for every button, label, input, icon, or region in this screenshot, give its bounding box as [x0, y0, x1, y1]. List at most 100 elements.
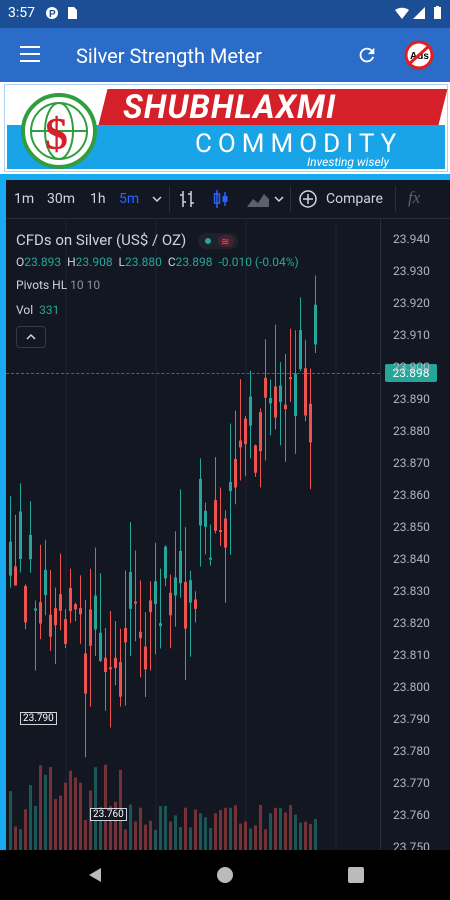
interval-30m[interactable]: 30m: [47, 191, 76, 207]
candle-body: [254, 445, 257, 473]
price-tick-label: 23.880: [393, 424, 430, 438]
status-bar: 3:57 P: [0, 0, 450, 28]
volume-bar: [34, 805, 37, 850]
volume-bar: [159, 806, 162, 850]
volume-bar: [144, 824, 147, 850]
candle-body: [169, 592, 172, 616]
candle-body: [269, 398, 272, 404]
candle-body: [64, 619, 67, 644]
candle-body: [129, 571, 132, 609]
volume-bar: [74, 777, 77, 850]
price-tick-label: 23.910: [393, 328, 430, 342]
volume-bar: [314, 818, 317, 850]
price-axis[interactable]: 23.898 23.940 23.930 23.920 23.910 23.900 23.…: [380, 218, 450, 850]
candle-body: [289, 377, 292, 380]
candle-chart-icon[interactable]: [212, 189, 230, 209]
volume-bar: [124, 829, 127, 850]
plus-circle-icon[interactable]: [298, 189, 318, 209]
candlestick-plot[interactable]: [6, 218, 380, 850]
back-icon[interactable]: [86, 866, 104, 884]
candle-body: [259, 412, 262, 452]
pivot-label-low-2: 23.760: [90, 808, 127, 821]
price-tick-label: 23.930: [393, 264, 430, 278]
volume-bar: [154, 829, 157, 850]
volume-bar: [254, 825, 257, 850]
pivots-label: Pivots HL: [16, 278, 68, 292]
candle-body: [84, 653, 87, 694]
chevron-down-icon[interactable]: [274, 194, 284, 204]
volume-bar: [229, 807, 232, 850]
candle-body: [244, 418, 247, 445]
cellular-icon: [413, 7, 425, 19]
candle-body: [159, 623, 162, 627]
volume-bar: [9, 791, 12, 850]
indicators-fx-button[interactable]: fx: [408, 188, 421, 207]
volume-bar: [199, 813, 202, 850]
candle-body: [224, 518, 227, 548]
chevron-down-icon[interactable]: [152, 194, 162, 204]
volume-indicator[interactable]: Vol 331: [16, 303, 59, 317]
volume-bar: [104, 764, 107, 850]
price-tick-label: 23.750: [393, 840, 430, 850]
interval-5m[interactable]: 5m: [119, 191, 140, 207]
volume-bar: [284, 812, 287, 850]
bar-chart-icon[interactable]: [178, 189, 196, 209]
pivots-indicator[interactable]: Pivots HL 10 10: [16, 278, 100, 292]
price-tick-label: 23.770: [393, 776, 430, 790]
collapse-legend-button[interactable]: [16, 326, 46, 348]
price-tick-label: 23.800: [393, 680, 430, 694]
app-title: Silver Strength Meter: [76, 44, 262, 68]
candle-body: [74, 604, 77, 610]
close-value: 23.898: [175, 255, 213, 269]
candle-body: [59, 594, 62, 611]
volume-bar: [134, 821, 137, 850]
candle-body: [79, 608, 82, 615]
volume-bar: [19, 829, 22, 850]
interval-1m[interactable]: 1m: [14, 191, 35, 207]
candle-body: [29, 534, 32, 560]
change-value: -0.010 (-0.04%): [218, 255, 299, 269]
ad-banner[interactable]: SHUBHLAXMI COMMODITY Investing wisely $: [0, 82, 450, 174]
price-tick-label: 23.830: [393, 584, 430, 598]
price-tick-label: 23.820: [393, 616, 430, 630]
recents-icon[interactable]: [347, 866, 365, 884]
compare-button[interactable]: Compare: [326, 191, 383, 207]
candle-body: [294, 373, 297, 417]
candle-body: [184, 581, 187, 629]
candle-body: [264, 377, 267, 398]
volume-bar: [249, 828, 252, 850]
home-icon[interactable]: [216, 866, 234, 884]
open-value: 23.893: [24, 255, 62, 269]
price-tick-label: 23.780: [393, 744, 430, 758]
market-status-icon[interactable]: ≋: [197, 233, 238, 250]
candle-body: [39, 602, 42, 624]
volume-bar: [274, 807, 277, 850]
refresh-icon[interactable]: [356, 44, 378, 66]
candle-body: [69, 587, 72, 612]
symbol-name: CFDs on Silver (US$ / OZ): [16, 231, 187, 249]
candle-body: [34, 608, 37, 611]
menu-icon[interactable]: [20, 46, 40, 62]
toolbar-divider: [290, 186, 291, 212]
volume-value: 331: [39, 303, 60, 317]
volume-bar: [289, 805, 292, 850]
volume-bar: [79, 782, 82, 850]
candle-body: [204, 510, 207, 527]
price-tick-label: 23.900: [393, 360, 430, 374]
volume-bar: [14, 826, 17, 850]
volume-bar: [49, 767, 52, 850]
wifi-icon: [395, 7, 409, 19]
ohlc-values: O23.893 H23.908 L23.880 C23.898 -0.010 (…: [16, 255, 299, 269]
symbol-title[interactable]: CFDs on Silver (US$ / OZ) ≋: [16, 231, 238, 250]
candle-body: [189, 580, 192, 603]
volume-bar: [279, 808, 282, 850]
candle-body: [234, 458, 237, 488]
svg-text:$: $: [45, 108, 68, 159]
area-chart-icon[interactable]: [246, 189, 270, 209]
candle-body: [274, 386, 277, 418]
tradingview-chart[interactable]: 1m 30m 1h 5m Compare fx 23.790 23.760 CF…: [6, 180, 450, 850]
banner-frame: SHUBHLAXMI COMMODITY Investing wisely $: [4, 84, 448, 172]
interval-1h[interactable]: 1h: [90, 191, 106, 207]
volume-bar: [44, 774, 47, 850]
no-ads-icon[interactable]: Ads: [403, 40, 435, 70]
